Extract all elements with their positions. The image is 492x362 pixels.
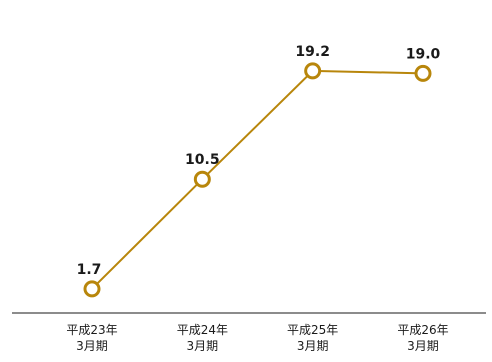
data-point-marker — [304, 62, 322, 80]
x-tick-label-year: 平成23年 — [66, 323, 117, 337]
x-tick-labels: 平成23年 3月期 平成24年 3月期 平成25年 3月期 平成26年 3月期 — [66, 323, 448, 353]
data-label: 10.5 — [185, 152, 220, 168]
x-tick-label-year: 平成25年 — [287, 323, 338, 337]
x-tick-label: 平成26年 3月期 — [397, 323, 448, 353]
x-tick-label: 平成23年 3月期 — [66, 323, 117, 353]
series-line — [91, 69, 424, 290]
x-tick-label-period: 3月期 — [297, 339, 329, 353]
data-point-marker — [414, 64, 432, 82]
data-label: 1.7 — [77, 262, 102, 278]
data-point-marker — [83, 280, 101, 298]
x-tick-label-period: 3月期 — [76, 339, 108, 353]
data-point-marker — [193, 170, 211, 188]
x-tick-label-period: 3月期 — [407, 339, 439, 353]
x-tick-label-year: 平成26年 — [397, 323, 448, 337]
data-label: 19.0 — [406, 46, 441, 62]
x-tick-label: 平成24年 3月期 — [177, 323, 228, 353]
data-labels: 1.7 10.5 19.2 19.0 — [77, 44, 441, 278]
x-tick-label: 平成25年 3月期 — [287, 323, 338, 353]
x-tick-label-period: 3月期 — [187, 339, 219, 353]
data-label: 19.2 — [295, 44, 330, 60]
x-tick-label-year: 平成24年 — [177, 323, 228, 337]
data-markers — [83, 62, 432, 298]
